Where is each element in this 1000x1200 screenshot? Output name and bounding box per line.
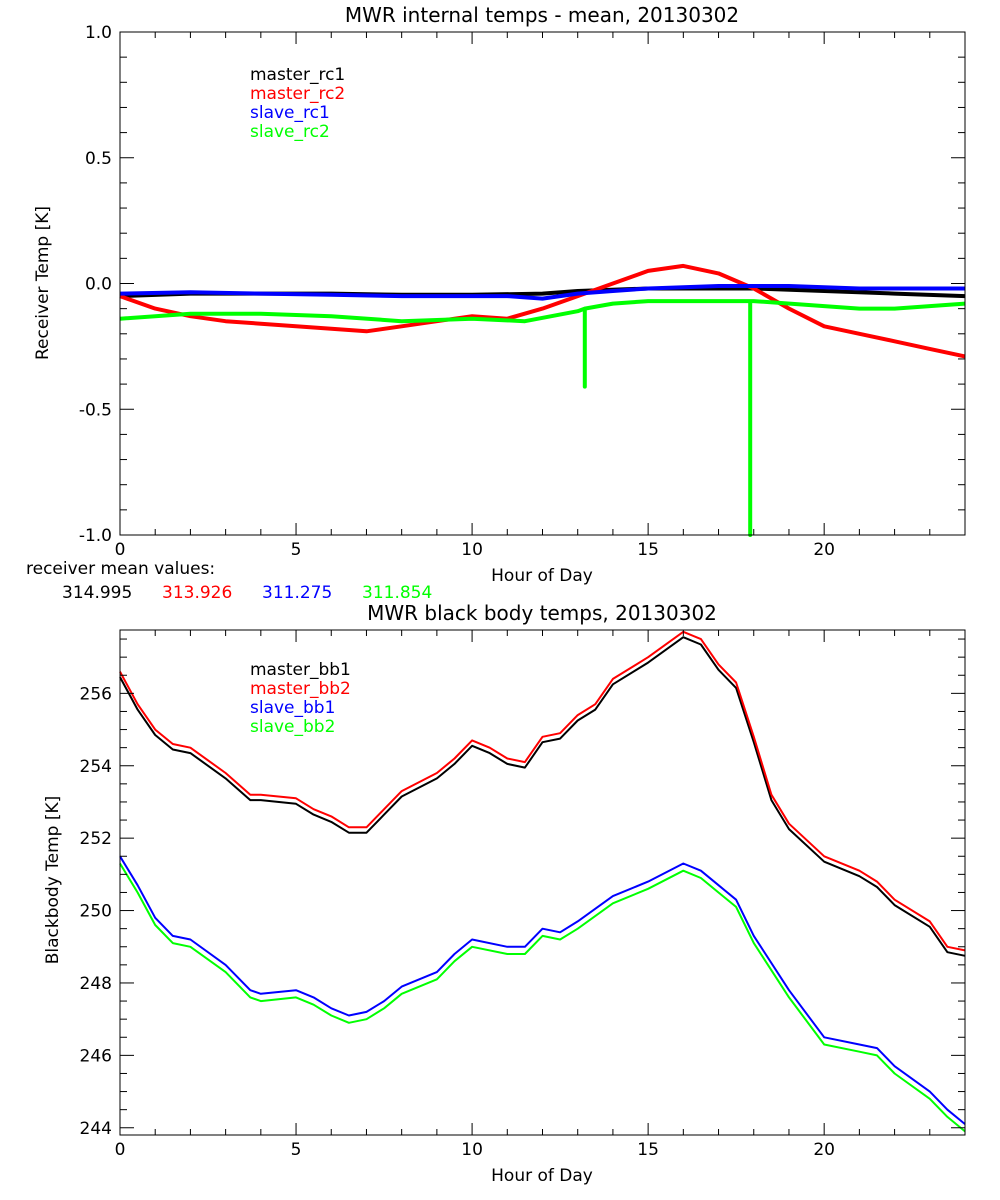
x-tick-label: 5 [291, 1140, 302, 1160]
y-tick-label: 250 [80, 902, 112, 922]
x-tick-label: 10 [461, 540, 483, 560]
x-tick-label: 15 [637, 1140, 659, 1160]
legend-slave_bb1: slave_bb1 [250, 698, 335, 718]
legend-slave_rc2: slave_rc2 [250, 122, 330, 142]
mean-value-master-rc1: 314.995 [62, 583, 132, 603]
legend-master_rc2: master_rc2 [250, 84, 345, 104]
legend-master_rc1: master_rc1 [250, 65, 345, 85]
chart-title-top: MWR internal temps - mean, 20130302 [345, 3, 739, 27]
legend-master_bb1: master_bb1 [250, 660, 351, 680]
series-line-slave_bb2 [119, 862, 966, 1133]
legend-slave_rc1: slave_rc1 [250, 103, 330, 123]
x-axis-label-top: Hour of Day [491, 566, 593, 586]
series-line-slave_rc1 [119, 284, 965, 301]
y-tick-label: 0.0 [85, 275, 112, 295]
x-tick-label: 0 [115, 540, 126, 560]
y-axis-label-bottom: Blackbody Temp [K] [43, 796, 63, 965]
mean-value-slave-rc2: 311.854 [362, 583, 432, 603]
mean-value-master-rc2: 313.926 [162, 583, 232, 603]
series-line-master_bb1 [119, 636, 966, 957]
x-tick-label: 20 [813, 540, 835, 560]
x-tick-label: 0 [115, 1140, 126, 1160]
x-tick-label: 15 [637, 540, 659, 560]
x-tick-label: 20 [813, 1140, 835, 1160]
mean-values-label: receiver mean values: [26, 559, 215, 579]
y-tick-label: 246 [80, 1046, 112, 1066]
y-tick-label: 254 [80, 757, 112, 777]
y-tick-label: 0.5 [85, 149, 112, 169]
plot-frame-1 [119, 629, 966, 1136]
x-tick-label: 5 [291, 540, 302, 560]
series-line-master_rc2 [119, 263, 966, 359]
y-axis-label-top: Receiver Temp [K] [33, 206, 53, 360]
legend-master_bb2: master_bb2 [250, 679, 351, 699]
series-line-slave_bb1 [119, 855, 966, 1125]
x-axis-label-bottom: Hour of Day [491, 1166, 593, 1186]
chart-title-bottom: MWR black body temps, 20130302 [367, 601, 717, 625]
y-tick-label: -1.0 [79, 526, 112, 546]
legend-slave_bb2: slave_bb2 [250, 717, 335, 737]
y-tick-label: -0.5 [79, 400, 112, 420]
series-line-master_bb2 [119, 630, 966, 952]
y-tick-label: 244 [80, 1119, 112, 1139]
mean-value-slave-rc1: 311.275 [262, 583, 332, 603]
y-tick-label: 1.0 [85, 23, 112, 43]
series-line-slave_rc2 [119, 299, 966, 537]
plot-frame-0 [119, 31, 966, 536]
y-tick-label: 252 [80, 829, 112, 849]
x-tick-label: 10 [461, 1140, 483, 1160]
y-tick-label: 248 [80, 974, 112, 994]
y-tick-label: 256 [80, 684, 112, 704]
